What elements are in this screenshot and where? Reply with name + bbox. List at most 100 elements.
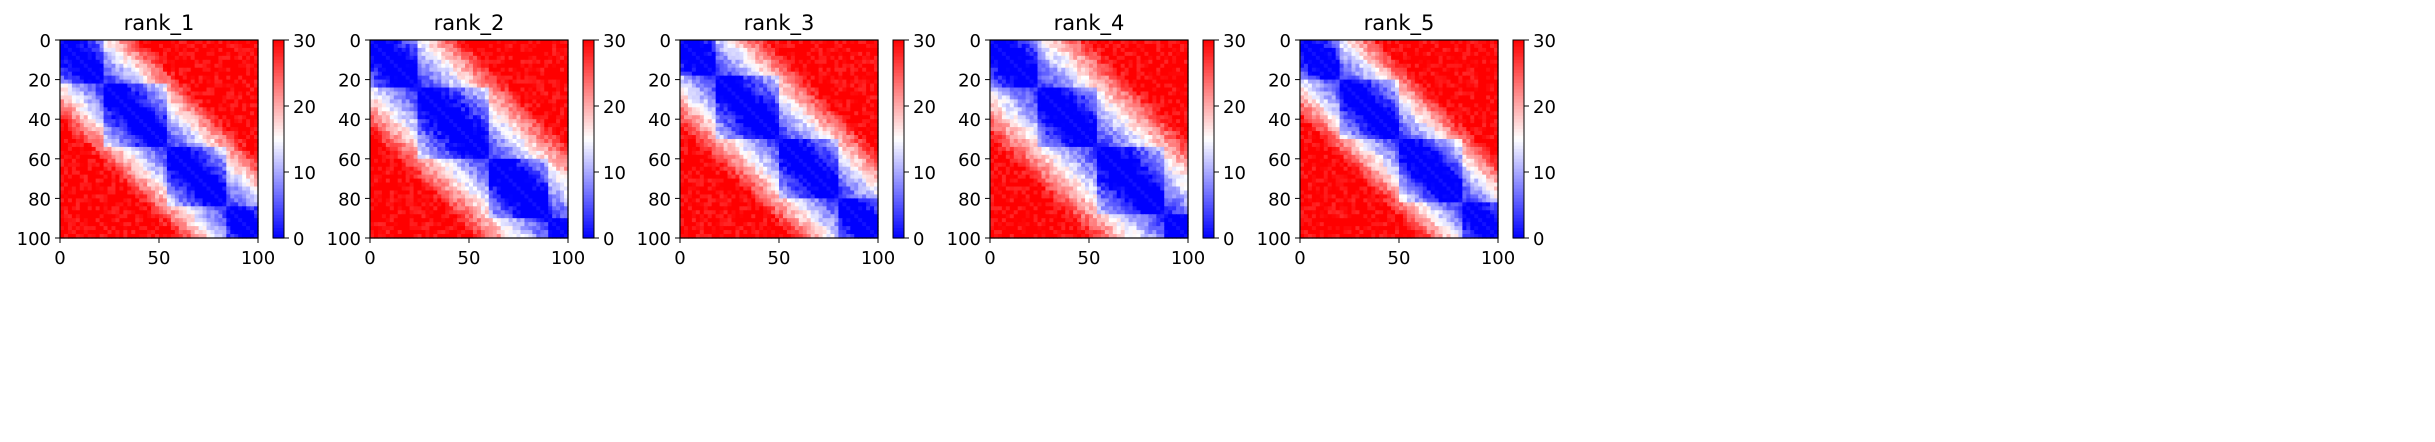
heatmap-cell — [100, 119, 105, 124]
heatmap-cell — [433, 159, 438, 164]
heatmap-cell — [96, 123, 101, 128]
heatmap-cell — [187, 107, 192, 112]
heatmap-cell — [477, 147, 482, 152]
heatmap-cell — [489, 187, 494, 192]
heatmap-cell — [104, 76, 109, 81]
heatmap-cell — [191, 44, 196, 49]
heatmap-cell — [449, 44, 454, 49]
heatmap-cell — [520, 48, 525, 53]
heatmap-cell — [195, 206, 200, 211]
heatmap-cell — [72, 44, 77, 49]
heatmap-cell — [425, 147, 430, 152]
heatmap-cell — [544, 68, 549, 73]
heatmap-cell — [457, 72, 462, 77]
heatmap-cell — [96, 111, 101, 116]
heatmap-cell — [210, 179, 215, 184]
heatmap-cell — [175, 88, 180, 93]
heatmap-cell — [461, 68, 466, 73]
heatmap-cell — [489, 143, 494, 148]
y-tick-label: 80 — [28, 189, 51, 210]
heatmap-cell — [473, 206, 478, 211]
heatmap-cell — [509, 222, 514, 227]
heatmap-cell — [238, 155, 243, 160]
heatmap-cell — [207, 206, 212, 211]
heatmap-cell — [183, 91, 188, 96]
heatmap-cell — [370, 127, 375, 132]
heatmap-cell — [493, 226, 498, 231]
heatmap-cell — [556, 72, 561, 77]
heatmap-cell — [441, 48, 446, 53]
heatmap-cell — [556, 115, 561, 120]
heatmap-cell — [68, 163, 73, 168]
heatmap-cell — [195, 72, 200, 77]
heatmap-cell — [524, 226, 529, 231]
heatmap-cell — [382, 210, 387, 215]
heatmap-cell — [485, 159, 490, 164]
heatmap-cell — [246, 206, 251, 211]
heatmap-cell — [425, 131, 430, 136]
heatmap-cell — [441, 171, 446, 176]
heatmap-cell — [441, 222, 446, 227]
heatmap-cell — [111, 44, 116, 49]
heatmap-cell — [536, 210, 541, 215]
heatmap-cell — [115, 64, 120, 69]
heatmap-cell — [175, 60, 180, 65]
heatmap-cell — [493, 64, 498, 69]
heatmap-cell — [104, 187, 109, 192]
heatmap-cell — [210, 187, 215, 192]
heatmap-cell — [238, 222, 243, 227]
heatmap-cell — [139, 80, 144, 85]
heatmap-cell — [390, 131, 395, 136]
heatmap-cell — [497, 48, 502, 53]
heatmap-cell — [155, 218, 160, 223]
heatmap-cell — [163, 190, 168, 195]
heatmap-cell — [104, 179, 109, 184]
heatmap-cell — [493, 40, 498, 45]
heatmap-cell — [402, 175, 407, 180]
heatmap-cell — [115, 206, 120, 211]
heatmap-cell — [429, 64, 434, 69]
heatmap-cell — [517, 210, 522, 215]
heatmap-cell — [108, 143, 113, 148]
heatmap-cell — [234, 194, 239, 199]
heatmap-cell — [548, 159, 553, 164]
heatmap-cell — [131, 151, 136, 156]
heatmap-cell — [127, 139, 132, 144]
heatmap-cell — [234, 139, 239, 144]
heatmap-cell — [104, 88, 109, 93]
heatmap-cell — [238, 44, 243, 49]
heatmap-cell — [72, 143, 77, 148]
heatmap-cell — [131, 119, 136, 124]
heatmap-cell — [370, 151, 375, 156]
heatmap-cell — [374, 226, 379, 231]
heatmap-cell — [210, 183, 215, 188]
heatmap-cell — [84, 179, 89, 184]
heatmap-cell — [497, 44, 502, 49]
heatmap-cell — [80, 139, 85, 144]
heatmap-cell — [390, 194, 395, 199]
heatmap-cell — [418, 76, 423, 81]
heatmap-cell — [64, 175, 69, 180]
heatmap-cell — [469, 48, 474, 53]
heatmap-cell — [461, 210, 466, 215]
heatmap-cell — [370, 80, 375, 85]
heatmap-cell — [175, 103, 180, 108]
heatmap-cell — [139, 214, 144, 219]
heatmap-cell — [238, 131, 243, 136]
heatmap-cell — [119, 76, 124, 81]
heatmap-cell — [72, 103, 77, 108]
heatmap-cell — [222, 159, 227, 164]
heatmap-cell — [108, 222, 113, 227]
heatmap-cell — [119, 151, 124, 156]
heatmap-cell — [218, 175, 223, 180]
heatmap-cell — [226, 135, 231, 140]
heatmap-cell — [524, 68, 529, 73]
heatmap-cell — [199, 151, 204, 156]
heatmap-cell — [520, 210, 525, 215]
heatmap-cell — [374, 179, 379, 184]
heatmap-cell — [147, 84, 152, 89]
heatmap-cell — [414, 139, 419, 144]
heatmap-cell — [127, 68, 132, 73]
heatmap-cell — [548, 76, 553, 81]
heatmap-cell — [135, 84, 140, 89]
